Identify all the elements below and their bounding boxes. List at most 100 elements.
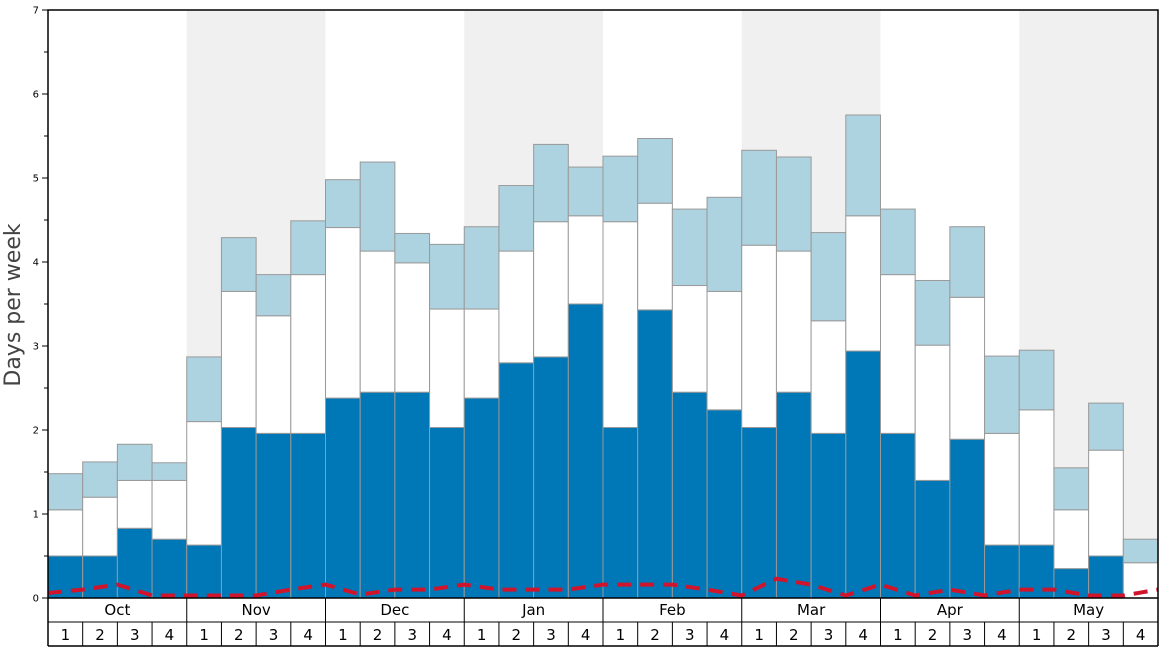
month-label-mar: Mar	[797, 601, 826, 619]
bar-segment	[533, 356, 569, 599]
bar-segment	[949, 296, 986, 440]
week-label: 4	[997, 626, 1007, 644]
bar-segment	[1053, 467, 1090, 511]
bar-segment	[671, 208, 708, 287]
bar-segment	[394, 262, 431, 393]
week-label: 2	[234, 626, 244, 644]
bar-segment	[637, 309, 673, 599]
month-label-may: May	[1073, 601, 1104, 619]
bar-segment	[394, 391, 431, 599]
week-label: 3	[685, 626, 695, 644]
week-label: 4	[1136, 626, 1146, 644]
bar-segment	[567, 303, 604, 599]
bar-segment	[82, 461, 118, 498]
bar-segment	[325, 227, 361, 399]
bar-segment	[880, 208, 916, 276]
bar-segment	[359, 250, 396, 393]
bar-segment	[845, 114, 881, 217]
bar-segment	[116, 443, 153, 481]
bar-segment	[984, 432, 1020, 546]
y-tick-label: 6	[33, 90, 39, 101]
bar-segment	[775, 391, 812, 599]
bar-segment	[220, 237, 257, 292]
bar-segment	[429, 308, 465, 428]
month-label-oct: Oct	[104, 601, 130, 619]
bar-segment	[116, 479, 153, 529]
bar-segment	[914, 479, 951, 599]
bar-segment	[498, 250, 535, 364]
bar-segment	[1018, 409, 1055, 546]
bar-segment	[1088, 449, 1124, 557]
week-label: 4	[165, 626, 175, 644]
bar-segment	[255, 274, 292, 317]
bar-segment	[914, 279, 951, 346]
y-tick-label: 7	[33, 6, 39, 17]
bar-segment	[186, 544, 222, 599]
bar-segment	[741, 426, 777, 599]
bar-segment	[255, 315, 292, 434]
week-label: 2	[373, 626, 383, 644]
bar-segment	[706, 196, 743, 292]
y-tick-label: 0	[33, 594, 39, 605]
month-label-dec: Dec	[380, 601, 409, 619]
bar-segment	[1018, 349, 1055, 411]
week-label: 2	[789, 626, 799, 644]
week-label: 2	[512, 626, 522, 644]
bar-segment	[1053, 509, 1090, 570]
week-label: 3	[962, 626, 972, 644]
y-tick-label: 4	[33, 258, 39, 269]
bar-segment	[949, 226, 986, 298]
bar-segment	[810, 432, 847, 599]
week-label: 1	[893, 626, 903, 644]
bar-segment	[359, 161, 396, 252]
dashed-line-layer	[47, 576, 1159, 598]
week-label: 4	[581, 626, 591, 644]
bar-segment	[151, 538, 188, 599]
bar-segment	[810, 232, 847, 322]
bar-segment	[706, 290, 743, 411]
bar-segment	[533, 221, 569, 358]
bar-segment	[290, 220, 326, 276]
bar-segment	[429, 426, 465, 599]
bar-segment	[984, 355, 1020, 434]
bar-segment	[706, 409, 743, 599]
week-label: 1	[477, 626, 487, 644]
month-label-jan: Jan	[521, 601, 545, 619]
bar-segment	[567, 215, 604, 305]
bar-segment	[1088, 402, 1124, 451]
week-label: 2	[928, 626, 938, 644]
week-label: 1	[199, 626, 209, 644]
week-label: 2	[650, 626, 660, 644]
bar-segment	[47, 509, 84, 557]
week-label: 3	[407, 626, 417, 644]
bar-segment	[325, 397, 361, 599]
week-label: 2	[1067, 626, 1077, 644]
bar-segment	[1122, 538, 1159, 564]
bar-segment	[984, 544, 1020, 599]
bar-layer	[47, 114, 1159, 599]
week-label: 3	[269, 626, 279, 644]
bar-segment	[602, 426, 639, 599]
week-label: 4	[442, 626, 452, 644]
dashed-series-line	[47, 576, 1159, 598]
bar-segment	[290, 432, 326, 599]
week-label: 2	[95, 626, 105, 644]
week-label: 4	[303, 626, 313, 644]
y-tick-label: 3	[33, 342, 39, 353]
bar-segment	[741, 244, 777, 428]
bar-segment	[151, 479, 188, 540]
week-label: 3	[1101, 626, 1111, 644]
bar-segment	[151, 462, 188, 481]
bar-segment	[775, 250, 812, 393]
bar-segment	[220, 290, 257, 428]
bar-segment	[533, 143, 569, 223]
bar-segment	[845, 350, 881, 599]
bar-segment	[498, 185, 535, 252]
bar-segment	[880, 432, 916, 599]
bar-segment	[255, 432, 292, 599]
month-label-feb: Feb	[659, 601, 686, 619]
bar-segment	[914, 344, 951, 481]
bar-segment	[429, 243, 465, 310]
axes: 0 1 2 3 4 5 6 7 Oct Nov Dec Jan Feb Mar Apr May 1 2 3 4 1 2 3 4…	[33, 6, 1159, 647]
